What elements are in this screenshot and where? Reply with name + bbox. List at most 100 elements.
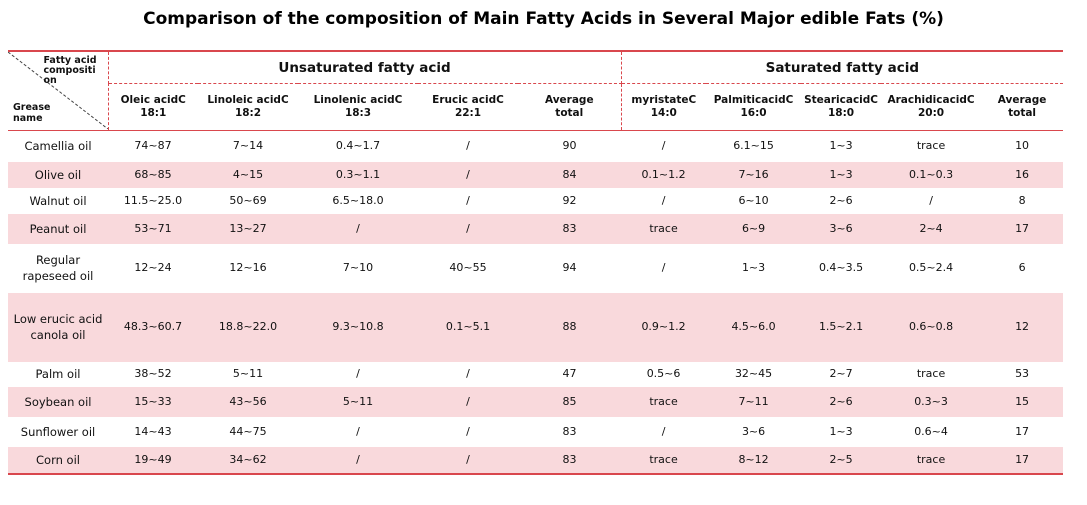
table-row: Olive oil 68~85 4~15 0.3~1.1/84 0.1~1.2 7~16 1… xyxy=(8,161,1064,188)
value-cell: / xyxy=(661,139,666,153)
grease-name-cell: Peanut oil xyxy=(8,213,108,244)
column-header: Linoleic acidC 18:2 xyxy=(198,83,298,131)
value-cell: 2~7 xyxy=(829,367,853,380)
value-cell: 0.1~1.2 xyxy=(621,161,707,188)
value-cell: 47 xyxy=(562,367,577,380)
table-row: Low erucic acid canola oil 48.3~60.7 18.8~2… xyxy=(8,292,1064,362)
value-cell: 15 xyxy=(981,386,1064,417)
group-header-saturated: Saturated fatty acid xyxy=(621,50,1064,84)
value-cell: / xyxy=(298,213,418,244)
column-header: Linolenic acidC 18:3 xyxy=(298,83,418,131)
value-cell: 94 xyxy=(562,261,577,274)
value-cell: 0.6~0.8 xyxy=(881,292,982,362)
value-cell: 0.1~0.3 xyxy=(881,161,982,188)
value-cell: 43~56 xyxy=(198,386,298,417)
value-cell: 11.5~25.0 xyxy=(123,193,183,207)
value-cell: 7~16 xyxy=(706,161,802,188)
value-cell: / xyxy=(466,193,470,207)
column-header-row: Oleic acidC 18:1 Linoleic acidC 18:2 Linolen… xyxy=(8,83,1064,131)
value-cell: 13~27 xyxy=(198,213,298,244)
value-cell: 53~71 xyxy=(108,213,198,244)
grease-name-cell: Olive oil xyxy=(8,161,108,188)
page-title: Comparison of the composition of Main Fa… xyxy=(143,9,944,29)
value-cell: 0.5~2.4 xyxy=(908,261,954,274)
value-cell: 38~52 xyxy=(134,367,172,380)
grease-name-cell: Camellia oil xyxy=(24,139,92,154)
grease-name-cell: Walnut oil xyxy=(29,193,87,208)
value-cell: 6.5~18.0 xyxy=(332,193,384,207)
value-cell: 50~69 xyxy=(229,193,267,207)
value-cell: 53 xyxy=(1015,367,1030,380)
value-cell: 2~6 xyxy=(801,386,882,417)
value-cell: 84 xyxy=(518,161,622,188)
value-cell: / xyxy=(661,193,666,207)
value-cell: 12 xyxy=(981,292,1064,362)
corner-label-grease-name: Grease name xyxy=(13,102,51,124)
table-row: Palm oil 38~52 5~11 / / 47 0.5~6 32~45 2~7 trace 5… xyxy=(8,362,1063,387)
diagonal-line xyxy=(8,52,108,129)
value-cell: 8 xyxy=(1018,193,1026,207)
value-cell: / xyxy=(418,446,518,475)
grease-name-cell: Soybean oil xyxy=(8,386,108,417)
value-cell: 1~3 xyxy=(741,261,766,274)
column-header: myristateC 14:0 xyxy=(621,83,707,131)
value-cell: 32~45 xyxy=(734,367,773,380)
value-cell: 6 xyxy=(1018,261,1026,274)
value-cell: / xyxy=(418,161,518,188)
value-cell: 18.8~22.0 xyxy=(198,292,298,362)
table-row: Regular rapeseed oil 12~24 12~16 7~10 40~55 94… xyxy=(8,244,1063,293)
grease-name-cell: Corn oil xyxy=(8,446,108,475)
value-cell: 0.3~1.1 xyxy=(298,161,418,188)
value-cell: 5~11 xyxy=(232,367,264,380)
grease-name-cell: Sunflower oil xyxy=(20,424,96,439)
value-cell: 1~3 xyxy=(801,161,882,188)
value-cell: 88 xyxy=(518,292,622,362)
table-row: Walnut oil 11.5~25.0 50~69 6.5~18.0 / 92 / 6~10… xyxy=(8,188,1063,214)
value-cell: trace xyxy=(621,386,707,417)
value-cell: 2~5 xyxy=(801,446,882,475)
value-cell: 40~55 xyxy=(449,261,487,274)
grease-name-cell: Palm oil xyxy=(35,367,81,381)
value-cell: 68~85 xyxy=(108,161,198,188)
column-header: Erucic acidC 22:1 xyxy=(418,83,518,131)
value-cell: 3~6 xyxy=(801,213,882,244)
value-cell: / xyxy=(298,446,418,475)
value-cell: 16 xyxy=(981,161,1064,188)
value-cell: 4.5~6.0 xyxy=(706,292,802,362)
table-row: Soybean oil 15~33 43~56 5~11/85 trace 7~11 2~6… xyxy=(8,386,1064,417)
column-header: Average total xyxy=(981,83,1064,131)
value-cell: 15~33 xyxy=(108,386,198,417)
value-cell: trace xyxy=(621,213,707,244)
value-cell: / xyxy=(466,367,470,380)
grease-name-cell: Low erucic acid canola oil xyxy=(8,292,108,362)
table-row: Corn oil 19~49 34~62//83 trace 8~12 2~5 trace 1… xyxy=(8,446,1064,475)
value-cell: / xyxy=(661,424,666,438)
value-cell: 90 xyxy=(562,139,577,153)
value-cell: trace xyxy=(881,446,982,475)
group-header-row: Fatty acid compositi on Grease name Unsa… xyxy=(8,50,1064,131)
value-cell: / xyxy=(466,424,470,438)
value-cell: 5~11 xyxy=(298,386,418,417)
value-cell: 17 xyxy=(981,213,1064,244)
table-row: Camellia oil 74~87 7~14 0.4~1.7 / 90 / 6.1~15 1~… xyxy=(8,131,1063,162)
value-cell: 7~11 xyxy=(706,386,802,417)
value-cell: 0.9~1.2 xyxy=(621,292,707,362)
group-header-unsaturated: Unsaturated fatty acid xyxy=(108,50,622,84)
value-cell: 92 xyxy=(562,193,577,207)
table-body: Camellia oil 74~87 7~14 0.4~1.7 / 90 / 6.1~15 1~… xyxy=(8,131,1064,475)
value-cell: / xyxy=(929,193,933,207)
value-cell: 6~9 xyxy=(706,213,802,244)
value-cell: trace xyxy=(916,367,946,380)
column-header: ArachidicacidC 20:0 xyxy=(881,83,982,131)
corner-label-fatty-acid: Fatty acid compositi on xyxy=(43,55,97,86)
value-cell: / xyxy=(661,261,666,274)
value-cell: / xyxy=(418,386,518,417)
value-cell: 6~10 xyxy=(738,193,769,207)
value-cell: 0.3~3 xyxy=(881,386,982,417)
value-cell: 1.5~2.1 xyxy=(801,292,882,362)
value-cell: 9.3~10.8 xyxy=(298,292,418,362)
value-cell: trace xyxy=(621,446,707,475)
table-row: Sunflower oil 14~43 44~75 / / 83 / 3~6 1~3 0.6~4 1… xyxy=(8,417,1063,447)
value-cell: 12~24 xyxy=(134,261,172,274)
value-cell: 44~75 xyxy=(229,424,267,438)
